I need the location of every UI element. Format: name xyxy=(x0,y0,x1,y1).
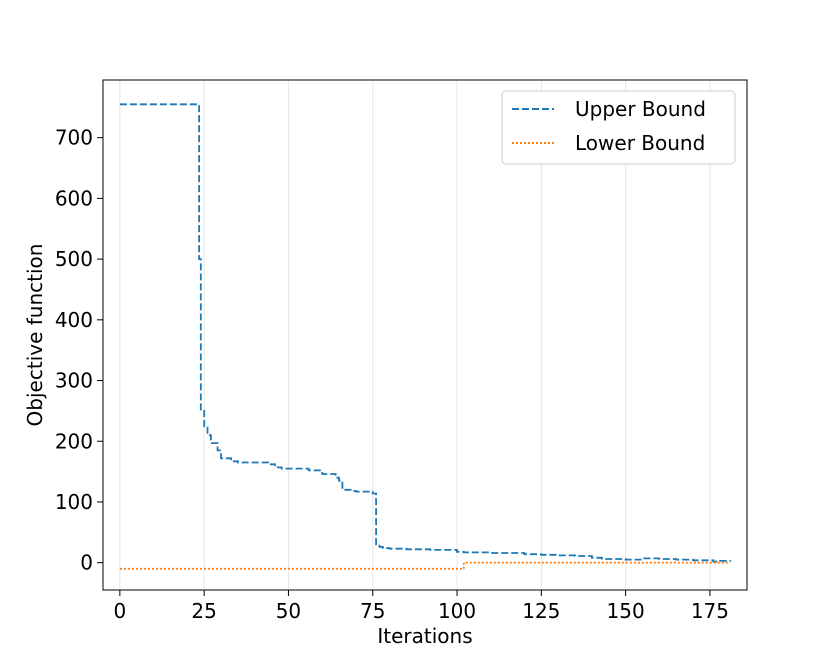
y-tick-label: 400 xyxy=(55,308,93,332)
legend-frame xyxy=(501,90,736,165)
grid-layer xyxy=(119,80,711,590)
x-tick-label: 0 xyxy=(113,599,126,623)
series-line-lower-bound xyxy=(119,561,731,570)
x-tick-label: 25 xyxy=(191,599,216,623)
legend-label-lower-bound: Lower Bound xyxy=(575,131,705,155)
legend-label-upper-bound: Upper Bound xyxy=(575,97,706,121)
plot-frame xyxy=(102,79,748,591)
legend: Upper Bound Lower Bound xyxy=(501,90,736,165)
y-tick-label: 700 xyxy=(55,126,93,150)
series-layer xyxy=(119,103,731,570)
x-tick-label: 75 xyxy=(360,599,385,623)
tick-layer: 0 25 50 75 100 125 150 175 0 100 200 300 400 500 600 70… xyxy=(55,126,729,623)
y-tick-label: 100 xyxy=(55,490,93,514)
y-tick-label: 0 xyxy=(80,551,93,575)
y-axis-label: Objective function xyxy=(23,244,47,427)
y-tick-label: 500 xyxy=(55,247,93,271)
y-tick-label: 300 xyxy=(55,369,93,393)
x-tick-label: 150 xyxy=(607,599,645,623)
x-axis-label: Iterations xyxy=(377,624,472,648)
x-tick-label: 50 xyxy=(276,599,301,623)
x-tick-label: 100 xyxy=(438,599,476,623)
x-tick-label: 125 xyxy=(522,599,560,623)
y-tick-label: 200 xyxy=(55,429,93,453)
series-line-upper-bound xyxy=(119,103,731,563)
y-tick-label: 600 xyxy=(55,186,93,210)
x-tick-label: 175 xyxy=(691,599,729,623)
